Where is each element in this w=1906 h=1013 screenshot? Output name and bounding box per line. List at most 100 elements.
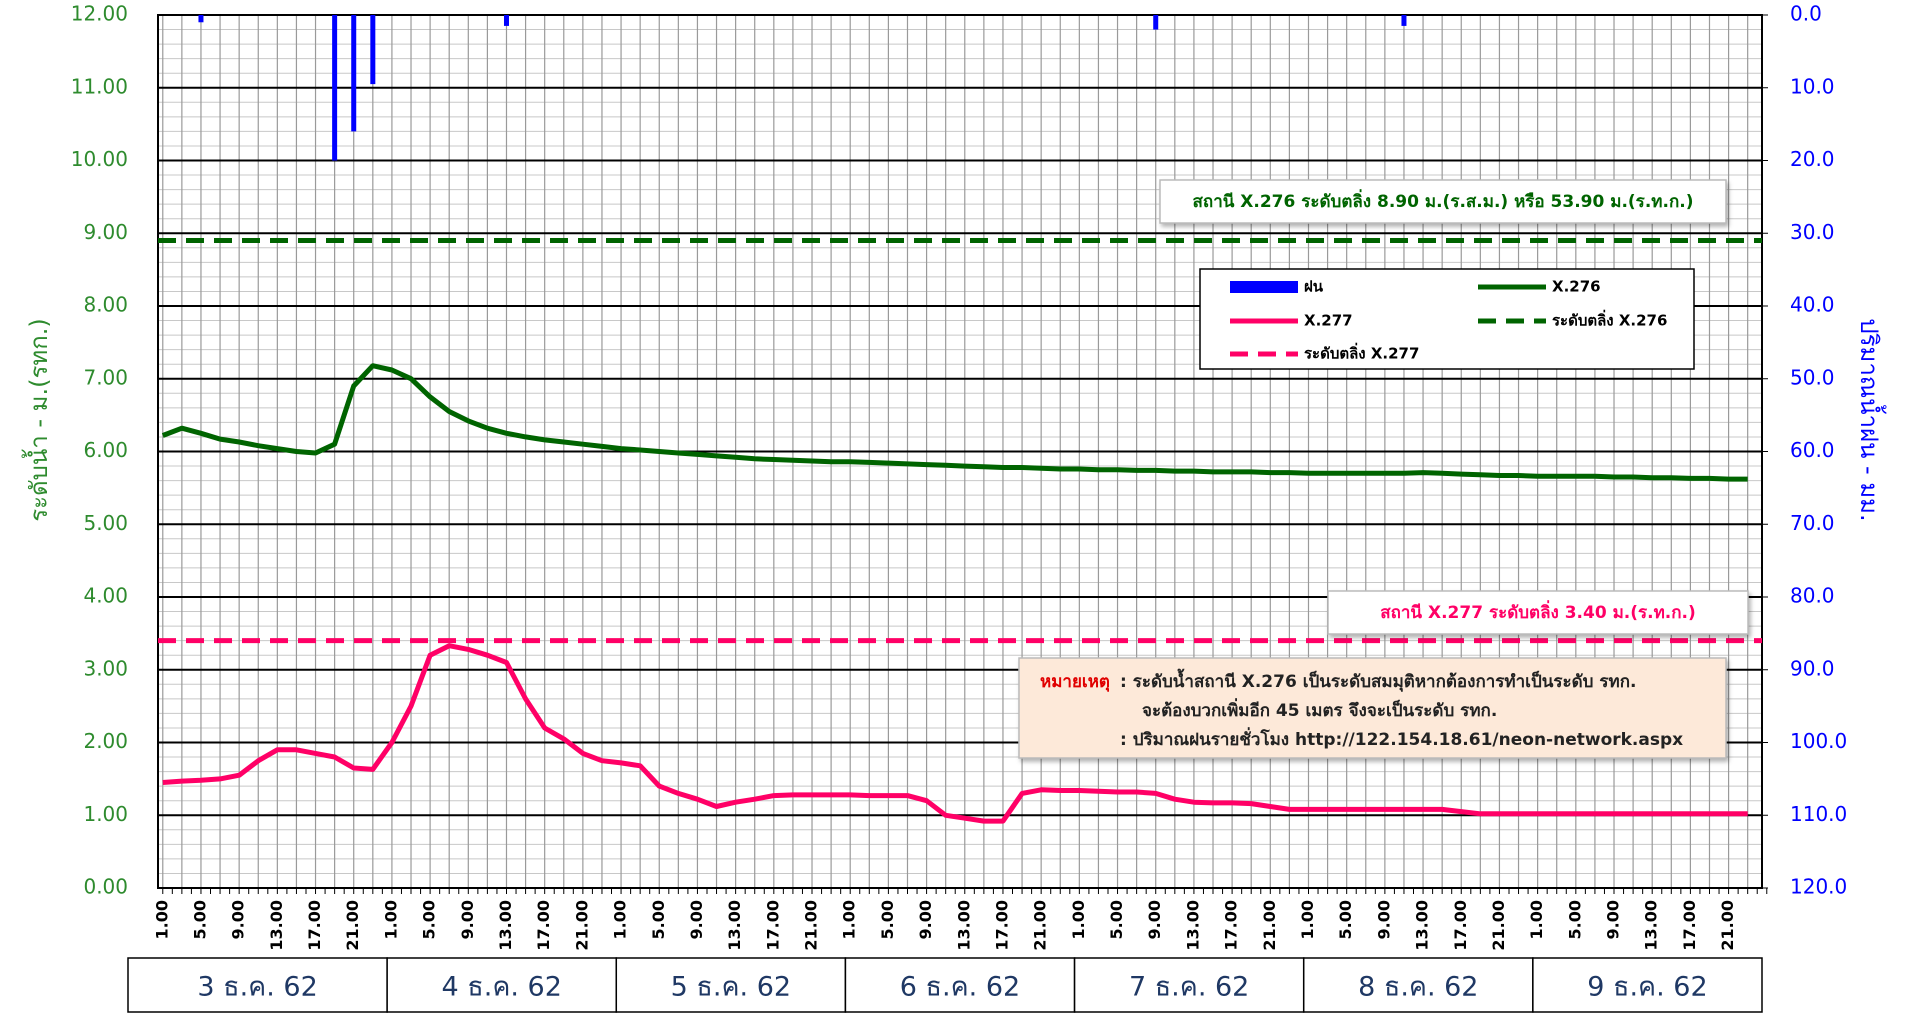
y2-tick-label: 0.0: [1790, 2, 1822, 26]
x-tick-label: 17.00: [992, 900, 1011, 951]
note-line: จะต้องบวกเพิ่มอีก 45 เมตร จึงจะเป็นระดับ…: [1142, 698, 1497, 721]
rain-bar: [1153, 15, 1159, 30]
y2-axis-title: ปริมาณน้ำฝน - มม.: [1855, 318, 1887, 521]
y-tick-label: 6.00: [83, 438, 128, 462]
y2-tick-label: 60.0: [1790, 438, 1835, 462]
y2-tick-label: 90.0: [1790, 656, 1835, 680]
day-box: [386, 957, 618, 1013]
note-line: : ปริมาณฝนรายชั่วโมง http://122.154.18.6…: [1120, 727, 1683, 750]
day-label: 6 ธ.ค. 62: [900, 972, 1020, 1003]
x-tick-label: 9.00: [1145, 900, 1164, 939]
day-label: 9 ธ.ค. 62: [1587, 972, 1707, 1003]
y-tick-label: 3.00: [83, 656, 128, 680]
x-tick-label: 21.00: [802, 900, 821, 951]
x-tick-label: 1.00: [381, 900, 400, 939]
y-tick-label: 4.00: [83, 584, 128, 608]
y2-tick-label: 20.0: [1790, 147, 1835, 171]
x-tick-label: 13.00: [1183, 900, 1202, 951]
legend-label: ฝน: [1304, 278, 1324, 296]
rain-bar: [332, 15, 338, 161]
y-tick-label: 8.00: [83, 293, 128, 317]
x-tick-label: 9.00: [458, 900, 477, 939]
legend-swatch: [1230, 281, 1298, 293]
annotation: สถานี X.277 ระดับตลิ่ง 3.40 ม.(ร.ท.ก.): [1380, 600, 1696, 623]
y-axis-title: ระดับน้ำ - ม.(รทก.): [21, 318, 53, 521]
day-label: 8 ธ.ค. 62: [1358, 972, 1478, 1003]
y2-tick-label: 70.0: [1790, 511, 1835, 535]
day-label: 7 ธ.ค. 62: [1129, 972, 1249, 1003]
x-tick-label: 21.00: [1718, 900, 1737, 951]
day-box: [1532, 957, 1763, 1013]
x-tick-label: 13.00: [1413, 900, 1432, 951]
y-tick-label: 9.00: [83, 220, 128, 244]
y2-tick-label: 40.0: [1790, 293, 1835, 317]
plot-frame: [157, 14, 1763, 889]
y2-tick-label: 50.0: [1790, 365, 1835, 389]
series-line: [162, 643, 1748, 824]
legend-label: X.276: [1552, 278, 1601, 296]
x-tick-label: 5.00: [190, 900, 209, 939]
y2-tick-label: 100.0: [1790, 729, 1847, 753]
x-tick-label: 21.00: [1260, 900, 1279, 951]
x-tick-label: 21.00: [572, 900, 591, 951]
x-tick-label: 5.00: [420, 900, 439, 939]
y-tick-label: 1.00: [83, 802, 128, 826]
day-box: [844, 957, 1076, 1013]
legend-label: ระดับตลิ่ง X.277: [1304, 343, 1419, 363]
day-label: 4 ธ.ค. 62: [442, 972, 562, 1003]
x-tick-label: 13.00: [1642, 900, 1661, 951]
y-tick-label: 0.00: [83, 875, 128, 899]
rain-bar: [351, 15, 357, 132]
x-tick-label: 1.00: [840, 900, 859, 939]
x-tick-label: 13.00: [954, 900, 973, 951]
x-tick-label: 5.00: [878, 900, 897, 939]
note-line: : ระดับน้ำสถานี X.276 เป็นระดับสมมุติหาก…: [1120, 668, 1636, 692]
y-tick-label: 12.00: [71, 2, 128, 26]
x-tick-label: 9.00: [916, 900, 935, 939]
x-tick-label: 9.00: [687, 900, 706, 939]
day-box: [1073, 957, 1305, 1013]
x-tick-label: 9.00: [1374, 900, 1393, 939]
rain-bar: [198, 15, 204, 23]
x-tick-label: 5.00: [1107, 900, 1126, 939]
x-tick-label: 13.00: [725, 900, 744, 951]
rain-bar: [1401, 15, 1407, 26]
annotation: สถานี X.276 ระดับตลิ่ง 8.90 ม.(ร.ส.ม.) ห…: [1193, 189, 1694, 212]
x-tick-label: 9.00: [1604, 900, 1623, 939]
day-label: 5 ธ.ค. 62: [671, 972, 791, 1003]
x-tick-label: 17.00: [1451, 900, 1470, 951]
x-tick-label: 1.00: [1298, 900, 1317, 939]
x-tick-label: 17.00: [305, 900, 324, 951]
x-tick-label: 1.00: [611, 900, 630, 939]
y-tick-label: 10.00: [71, 147, 128, 171]
x-tick-label: 9.00: [229, 900, 248, 939]
y-tick-label: 5.00: [83, 511, 128, 535]
x-tick-label: 17.00: [1680, 900, 1699, 951]
rain-bar: [370, 15, 376, 85]
legend-label: ระดับตลิ่ง X.276: [1552, 310, 1667, 330]
series-line: [161, 363, 1748, 482]
note-label: หมายเหตุ: [1040, 672, 1110, 692]
x-tick-label: 21.00: [1031, 900, 1050, 951]
y-tick-label: 7.00: [83, 365, 128, 389]
x-tick-label: 21.00: [1489, 900, 1508, 951]
x-tick-label: 21.00: [343, 900, 362, 951]
y-tick-label: 2.00: [83, 729, 128, 753]
y2-tick-label: 10.0: [1790, 74, 1835, 98]
annotation-box: [1327, 590, 1749, 635]
day-box: [1302, 957, 1534, 1013]
legend-label: X.277: [1304, 312, 1353, 330]
x-tick-label: 1.00: [1069, 900, 1088, 939]
note-box: [1018, 657, 1727, 759]
day-label: 3 ธ.ค. 62: [197, 972, 317, 1003]
x-tick-label: 17.00: [534, 900, 553, 951]
x-tick-label: 13.00: [496, 900, 515, 951]
y2-tick-label: 110.0: [1790, 802, 1847, 826]
y2-tick-label: 30.0: [1790, 220, 1835, 244]
x-tick-label: 5.00: [1336, 900, 1355, 939]
x-tick-label: 5.00: [649, 900, 668, 939]
rain-bar: [503, 15, 509, 26]
y2-tick-label: 80.0: [1790, 584, 1835, 608]
